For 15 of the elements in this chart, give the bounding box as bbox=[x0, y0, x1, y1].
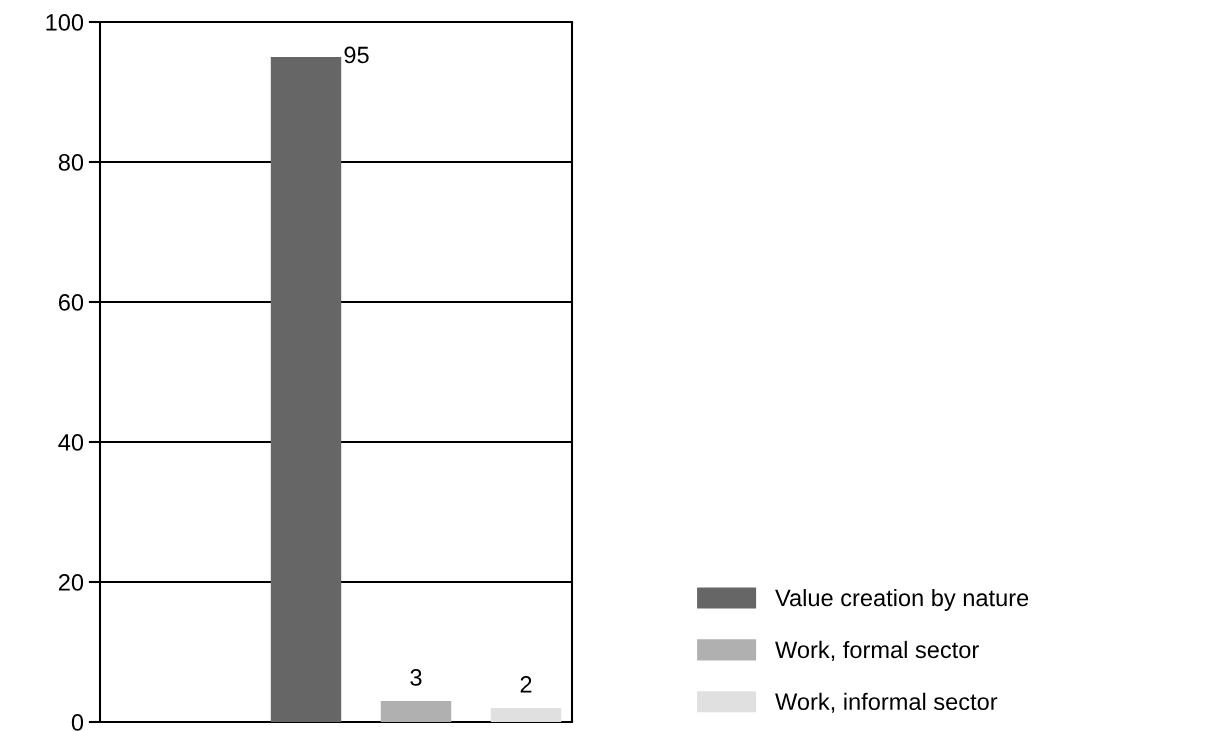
data-label: 3 bbox=[410, 669, 422, 686]
data-label: 2 bbox=[520, 676, 532, 693]
data-label: 95 bbox=[344, 46, 369, 64]
y-tick-label: 60 bbox=[58, 294, 84, 311]
y-tick-label: 100 bbox=[46, 14, 84, 31]
y-tick-label: 20 bbox=[58, 574, 84, 591]
bar bbox=[270, 57, 342, 722]
legend-label: Work, formal sector bbox=[775, 640, 979, 661]
bar bbox=[380, 701, 452, 722]
y-tick-label: 80 bbox=[58, 154, 84, 171]
legend-label: Value creation by nature bbox=[775, 588, 1029, 611]
y-tick-label: 40 bbox=[58, 434, 84, 451]
bar bbox=[490, 708, 562, 722]
legend-label: Work, informal sector bbox=[775, 692, 998, 713]
y-tick-label: 0 bbox=[71, 714, 84, 731]
